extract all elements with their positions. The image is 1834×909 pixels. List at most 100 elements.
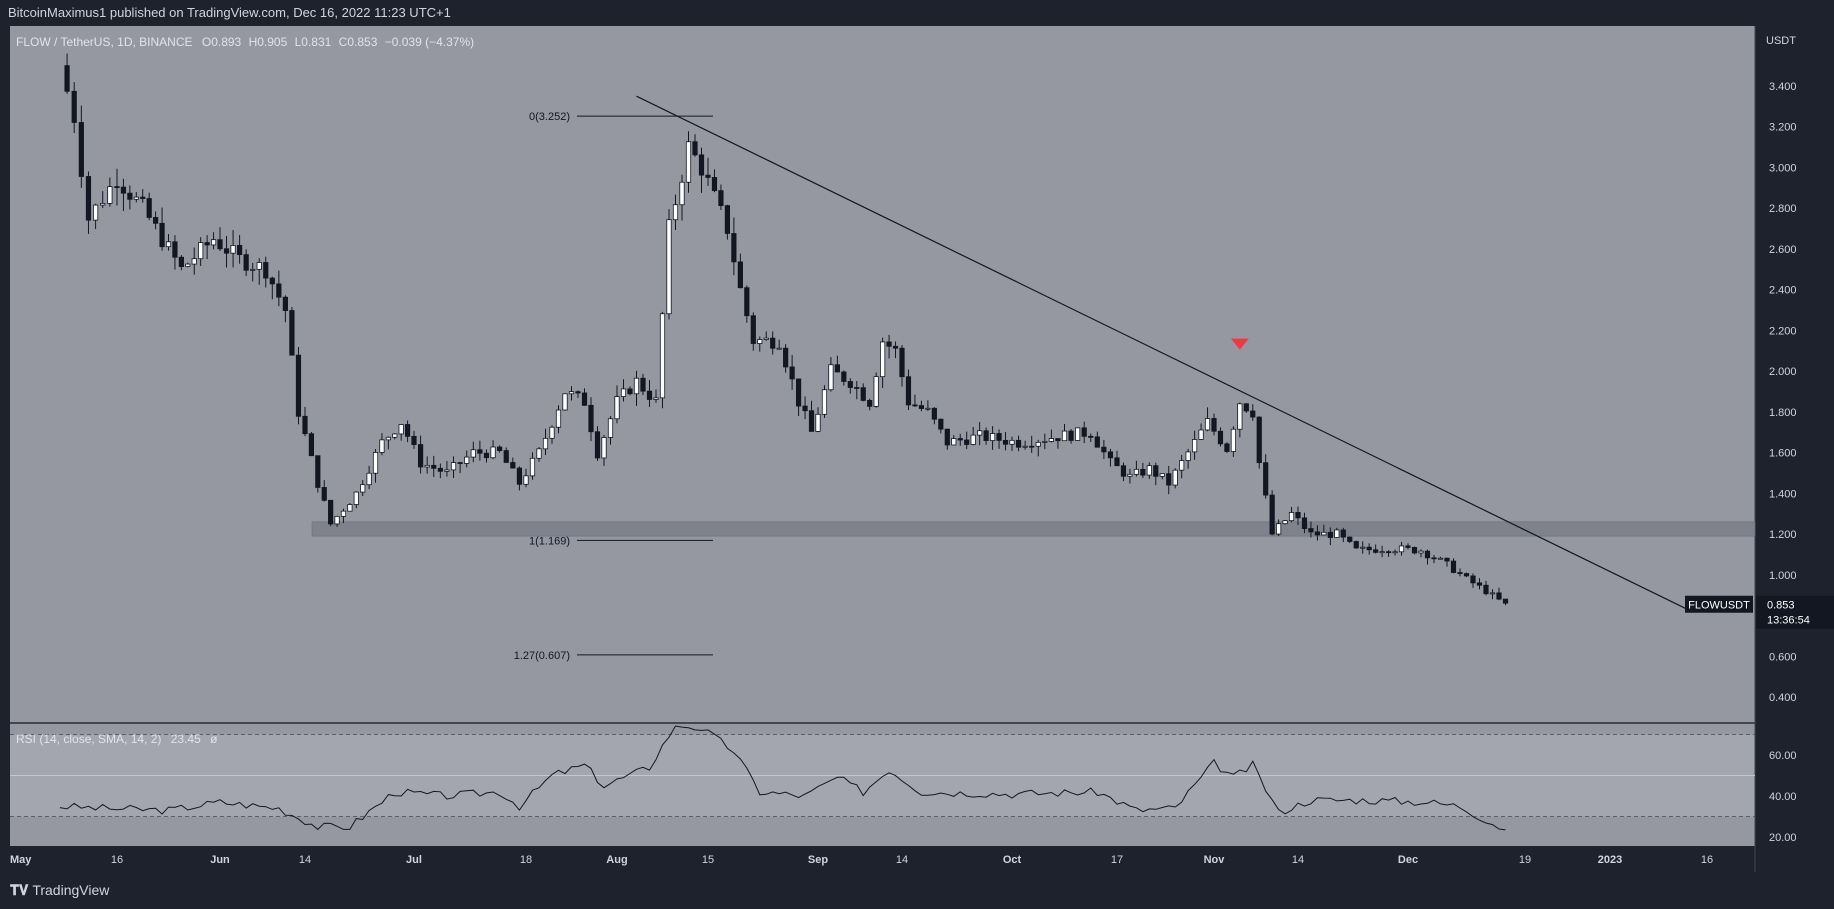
candle-body — [1308, 528, 1314, 533]
candle-body — [918, 405, 925, 409]
time-tick: May — [10, 854, 32, 866]
candle-body — [1385, 551, 1392, 554]
candle-body — [1217, 430, 1224, 445]
candle-body — [529, 457, 536, 477]
price-tag-countdown: 13:36:54 — [1767, 615, 1810, 627]
time-tick: Oct — [1003, 854, 1022, 866]
candle-body — [536, 448, 542, 459]
candle-body — [672, 204, 679, 221]
candle-body — [114, 186, 120, 188]
candle-body — [770, 337, 776, 349]
candle-body — [347, 504, 353, 512]
candle-body — [153, 217, 159, 224]
fib-label-0: 0(3.252) — [529, 111, 570, 123]
candle-body — [1489, 592, 1496, 595]
publisher-text: BitcoinMaximus1 published on TradingView… — [8, 5, 451, 20]
candle-body — [353, 491, 359, 505]
rsi-legend-label: RSI (14, close, SMA, 14, 2) — [16, 732, 162, 746]
candle-body — [692, 141, 698, 156]
candle-body — [250, 268, 256, 271]
price-tick: 2.800 — [1769, 203, 1797, 215]
candle-body — [983, 430, 989, 441]
rsi-legend-extra: ø — [210, 732, 218, 746]
time-tick: Jul — [406, 854, 422, 866]
symbol-legend: FLOW / TetherUS, 1D, BINANCE O0.893 H0.9… — [16, 35, 474, 49]
candle-body — [1496, 592, 1502, 600]
open-label: O — [201, 35, 212, 49]
candle-body — [159, 222, 165, 248]
chart-canvas[interactable]: 0(3.252) 1(1.169) 1.27(0.607) USDT 3.400 3.2… — [0, 0, 1834, 872]
time-tick: 17 — [1111, 854, 1123, 866]
candle-body — [568, 391, 575, 395]
candle-body — [555, 409, 562, 428]
candle-body — [1250, 410, 1256, 418]
candle-body — [210, 239, 217, 246]
candle-body — [1179, 460, 1185, 471]
candle-body — [931, 407, 937, 420]
rsi-legend: RSI (14, close, SMA, 14, 2) 23.45 ø — [16, 732, 217, 746]
time-tick: 14 — [299, 854, 311, 866]
candle-body — [1211, 418, 1217, 432]
candle-body — [178, 256, 184, 267]
candle-body — [172, 241, 178, 258]
candle-body — [1002, 439, 1009, 445]
candle-body — [191, 258, 197, 265]
candle-body — [450, 462, 457, 471]
candle-body — [731, 233, 737, 263]
candle-body — [821, 389, 828, 415]
fib-label-1: 1(1.169) — [529, 535, 570, 547]
candle-body — [607, 418, 614, 438]
open-value: 0.893 — [211, 35, 242, 49]
candle-body — [1269, 494, 1275, 535]
candle-body — [78, 122, 84, 177]
candle-body — [757, 339, 763, 344]
candle-body — [483, 452, 490, 459]
candle-body — [1185, 451, 1191, 461]
price-tick: 3.200 — [1769, 122, 1797, 134]
candle-body — [718, 190, 724, 207]
candle-body — [1172, 469, 1178, 486]
candle-body — [165, 241, 172, 248]
candle-body — [1483, 584, 1489, 595]
candle-body — [1295, 512, 1301, 519]
candle-body — [828, 364, 834, 391]
candle-body — [204, 242, 210, 246]
candle-body — [516, 467, 523, 485]
price-tick: 2.000 — [1769, 366, 1797, 378]
candle-body — [315, 455, 321, 488]
price-tick: 1.600 — [1769, 448, 1797, 460]
tradingview-logo[interactable]: 𝐓𝐕 TradingView — [10, 882, 109, 899]
candle-body — [1276, 523, 1282, 535]
candle-body — [470, 449, 476, 458]
price-axis-unit: USDT — [1766, 35, 1796, 47]
candle-body — [880, 341, 886, 378]
candle-body — [1068, 430, 1074, 441]
candle-body — [334, 515, 340, 525]
candle-body — [457, 462, 463, 464]
candle-body — [379, 439, 385, 453]
support-zone — [311, 521, 1756, 537]
candle-body — [392, 433, 398, 438]
candle-body — [1088, 435, 1094, 438]
price-tick: 2.600 — [1769, 244, 1797, 256]
candle-body — [1470, 575, 1476, 584]
candle-body — [64, 65, 70, 92]
candle-body — [620, 388, 627, 397]
candle-body — [1101, 446, 1107, 453]
candle-body — [594, 431, 601, 459]
candle-body — [951, 438, 957, 446]
candle-body — [750, 315, 756, 344]
candle-body — [646, 390, 653, 400]
candle-body — [776, 347, 782, 350]
candle-body — [1450, 560, 1457, 573]
candle-body — [601, 437, 607, 459]
candle-body — [93, 204, 99, 221]
candle-body — [1042, 441, 1048, 443]
change-value: −0.039 (−4.37%) — [384, 35, 475, 49]
candle-body — [789, 366, 795, 380]
price-tick: 0.600 — [1769, 651, 1797, 663]
price-tick: 2.400 — [1769, 285, 1797, 297]
rsi-tick: 20.00 — [1769, 832, 1797, 844]
candle-body — [1418, 550, 1424, 554]
candle-body — [1237, 403, 1243, 430]
